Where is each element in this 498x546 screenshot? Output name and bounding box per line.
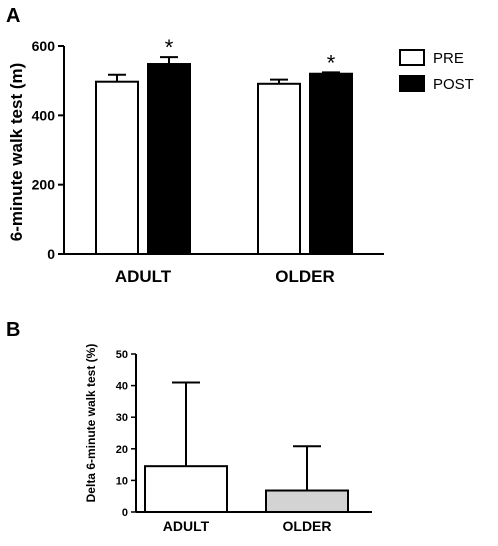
panel-a-legend-swatch-post [399, 75, 425, 92]
panel-b-y-axis-label: Delta 6-minute walk test (%) [84, 344, 98, 503]
panel-a-y-tick-label: 400 [32, 107, 56, 123]
panel-a-legend-label: POST [433, 76, 474, 93]
panel-a-bar-post [147, 63, 191, 255]
panel-a-letter: A [6, 5, 20, 27]
panel-a-bar-pre [257, 82, 301, 255]
panel-b-letter: B [6, 319, 20, 341]
panel-b-category-label: ADULT [163, 518, 210, 534]
panel-a-legend: PRE POST [399, 49, 474, 93]
panel-b-y-tick-label: 20 [116, 444, 128, 456]
panel-a-category-labels: ADULT OLDER [115, 267, 335, 286]
panel-a-category-label: OLDER [275, 267, 335, 286]
panel-a-y-ticks: 0 200 400 600 [32, 38, 64, 262]
panel-b-category-labels: ADULT OLDER [163, 518, 332, 534]
panel-a-legend-label: PRE [433, 50, 464, 67]
panel-b-y-tick-label: 50 [116, 349, 128, 361]
panel-b: B Delta 6-minute walk test (%) 0 10 20 30 40… [6, 319, 372, 534]
panel-b-category-label: OLDER [283, 518, 332, 534]
panel-b-y-tick-label: 0 [122, 507, 128, 519]
panel-b-bars [144, 381, 349, 513]
panel-b-y-tick-label: 10 [116, 475, 128, 487]
panel-a-y-axis-label: 6-minute walk test (m) [7, 63, 26, 242]
panel-a-bar-pre [95, 80, 139, 255]
panel-b-y-tick-label: 40 [116, 381, 128, 393]
panel-b-y-ticks: 0 10 20 30 40 50 [116, 349, 136, 519]
panel-b-y-tick-label: 30 [116, 412, 128, 424]
panel-b-bar-adult [144, 465, 228, 513]
panel-a-legend-swatch-pre [399, 49, 425, 66]
panel-a-category-label: ADULT [115, 267, 172, 286]
panel-a-y-tick-label: 200 [32, 177, 56, 193]
panel-a-significance-star: * [327, 50, 336, 75]
panel-a-y-tick-label: 0 [47, 246, 55, 262]
panel-b-bar-older [265, 489, 349, 513]
panel-a-significance-star: * [165, 35, 174, 60]
panel-a-y-tick-label: 600 [32, 38, 56, 54]
panel-a-bars: ** [95, 35, 353, 255]
panel-a-bar-post [309, 72, 353, 255]
